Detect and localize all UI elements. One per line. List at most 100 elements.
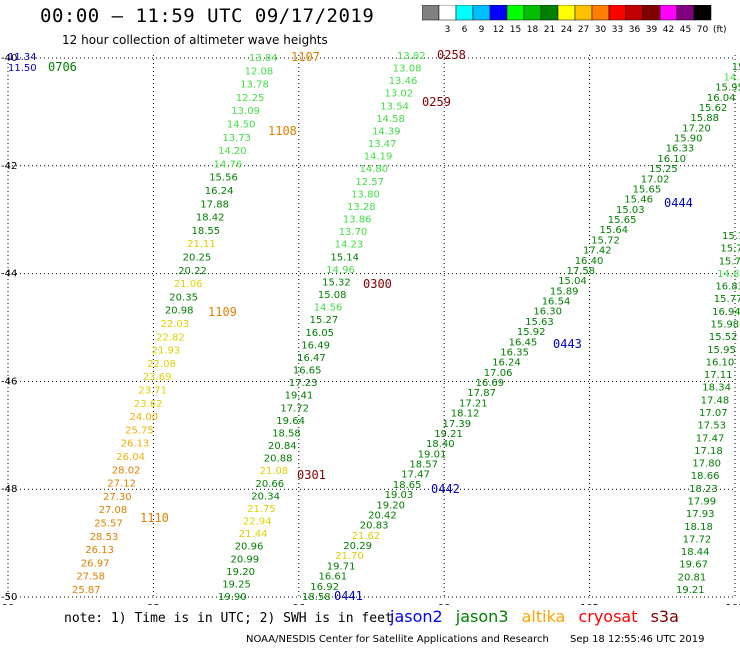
swh-value: 19.20: [226, 567, 255, 578]
swh-value: 17.88: [200, 199, 229, 210]
lat-tick-label: -40: [1, 53, 17, 64]
swh-value: 21.06: [174, 279, 203, 290]
swh-value: 17.80: [692, 459, 721, 470]
colorbar-label: 15: [510, 25, 521, 35]
swh-value: 27.08: [99, 505, 128, 516]
swh-value: 15.62: [699, 103, 728, 114]
swh-value: 15.72: [591, 235, 620, 246]
colorbar-label: 42: [663, 25, 674, 35]
swh-value: 16.69: [476, 378, 505, 389]
swh-value: 16.45: [509, 337, 538, 348]
lat-tick-label: -46: [1, 376, 17, 387]
colorbar-label: 70: [697, 25, 709, 35]
swh-value: 13.46: [389, 76, 418, 87]
swh-value: 18.23: [689, 484, 718, 495]
swh-value: 16.65: [293, 366, 322, 377]
swh-value: 22.03: [161, 319, 190, 330]
swh-value: 17.53: [697, 421, 726, 432]
swh-value: 14.20: [218, 146, 247, 157]
swh-value: 17.39: [443, 419, 472, 430]
colorbar-label: 12: [493, 25, 504, 35]
lon-tick-label: 90: [2, 603, 15, 605]
swh-value: 25.75: [125, 425, 154, 436]
swh-value: 15.77: [714, 294, 740, 305]
swh-value: 15.95: [707, 345, 736, 356]
swh-value: 15.7: [720, 244, 740, 255]
swh-value: 27.30: [103, 492, 132, 503]
swh-value: 26.13: [85, 545, 114, 556]
lat-tick-label: -50: [1, 592, 17, 603]
wave-height-colorbar: 3 6 9 12 15 18 21 24 27 30 33 36 39 42 45 70 (ft): [422, 5, 727, 35]
swh-value: 16.10: [657, 154, 686, 165]
swh-value: 18.58: [302, 592, 331, 603]
swh-value: 16.47: [297, 353, 326, 364]
lon-tick-label: 93: [147, 603, 160, 605]
swh-value: 20.42: [368, 511, 397, 522]
swh-value: 19.20: [376, 500, 405, 511]
swh-value: 17.48: [701, 395, 730, 406]
swh-value: 15.52: [709, 332, 738, 343]
footer-credit: NOAA/NESDIS Center for Satellite Applica…: [246, 634, 723, 645]
swh-value: 21.75: [247, 504, 276, 515]
swh-value: 17.02: [641, 174, 670, 185]
swh-value: 13.84: [249, 53, 278, 64]
swh-value: 15.65: [633, 185, 662, 196]
swh-value: 13.70: [339, 227, 368, 238]
swh-value: 15.88: [690, 113, 719, 124]
satellite-label-jason3: jason3: [455, 607, 509, 626]
swh-value: 14.23: [335, 240, 364, 251]
swh-value: 17.23: [289, 378, 318, 389]
swh-value: 15.65: [608, 215, 637, 226]
swh-value: 13.28: [347, 202, 376, 213]
swh-value: 14.19: [364, 152, 393, 163]
swh-value: 19.64: [276, 416, 305, 427]
swh-value: 21.11: [187, 239, 216, 250]
swh-value: 15.7: [719, 256, 740, 267]
swh-value: 18.12: [451, 409, 480, 420]
swh-value: 13.82: [397, 51, 426, 62]
swh-value: 20.98: [165, 306, 194, 317]
colorbar-label: 36: [629, 25, 641, 35]
page-subtitle: 12 hour collection of altimeter wave hei…: [62, 33, 328, 47]
swh-value: 22.82: [156, 332, 185, 343]
swh-value: 20.99: [231, 554, 260, 565]
swh-value: 18.42: [196, 213, 225, 224]
swh-value: 14.39: [372, 127, 401, 138]
lon-tick-label: 99: [438, 603, 451, 605]
swh-value: 16.10: [706, 357, 735, 368]
pass-time-label: 0258: [437, 48, 466, 62]
swh-value: 14.98: [724, 72, 740, 83]
lon-tick-label: 96: [292, 603, 305, 605]
swh-value: 18.55: [192, 226, 221, 237]
colorbar-label: 39: [646, 25, 658, 35]
swh-value: 15.64: [600, 225, 629, 236]
swh-value: 28.02: [112, 465, 141, 476]
swh-value: 15.89: [550, 286, 579, 297]
swh-value: 16.05: [305, 328, 334, 339]
swh-value: 18.57: [409, 460, 438, 471]
swh-value: 26.13: [121, 439, 150, 450]
swh-value: 28.53: [90, 532, 119, 543]
swh-value: 18.34: [702, 383, 731, 394]
swh-value: 15.1: [722, 231, 740, 242]
swh-value: 16.49: [301, 340, 330, 351]
swh-value: 15.90: [674, 134, 703, 145]
swh-value: 17.20: [682, 123, 711, 134]
swh-value: 15.08: [318, 290, 347, 301]
swh-value: 17.87: [467, 388, 496, 399]
swh-value: 15.56: [209, 173, 238, 184]
colorbar-unit: (ft): [713, 25, 727, 35]
swh-value: 13.08: [393, 64, 422, 75]
swh-value: 16.24: [205, 186, 234, 197]
lon-tick-label: 105: [725, 603, 740, 605]
swh-value: 20.22: [178, 266, 207, 277]
swh-value: 17.58: [567, 266, 596, 277]
swh-value: 17.42: [583, 246, 612, 257]
swh-value: 16.94: [712, 307, 740, 318]
swh-value: 26.97: [81, 558, 110, 569]
swh-value: 20.66: [256, 479, 285, 490]
swh-value: 17.07: [699, 408, 728, 419]
swh-value: 15.04: [558, 276, 587, 287]
swh-value: 16.33: [666, 144, 695, 155]
swh-value: 14.56: [314, 303, 343, 314]
